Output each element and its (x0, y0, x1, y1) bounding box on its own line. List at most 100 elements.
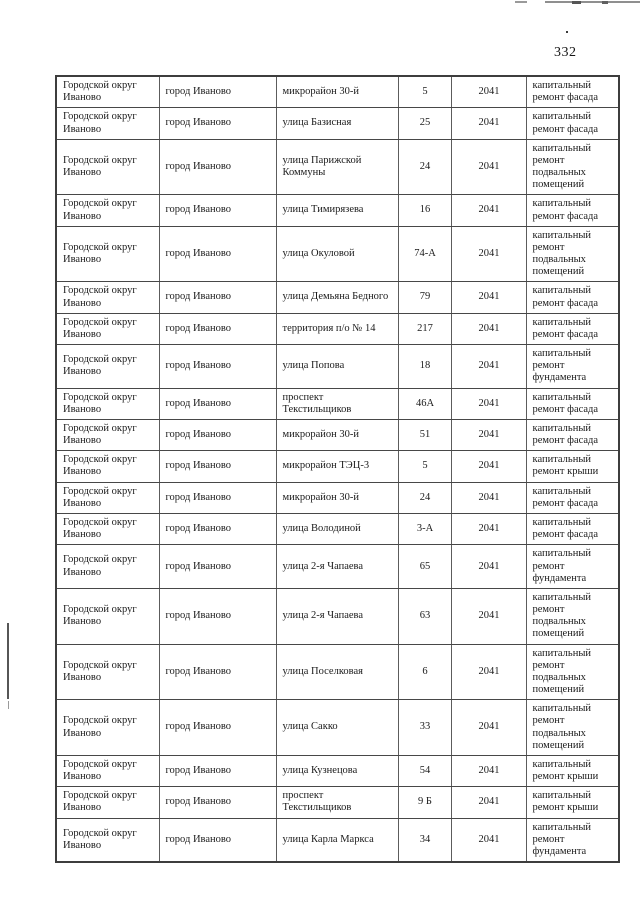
cell-work-type: капитальный ремонт фасада (525, 418, 620, 452)
cell-municipality: Городской округ Иваново (55, 387, 160, 420)
cell-year: 2041 (450, 754, 527, 788)
table-row: Городской округ Иваново город Иваново ул… (55, 107, 620, 140)
cell-settlement: город Иваново (158, 138, 277, 196)
cell-municipality: Городской округ Иваново (55, 418, 160, 452)
cell-settlement: город Иваново (158, 587, 277, 645)
cell-settlement: город Иваново (158, 450, 277, 483)
cell-year: 2041 (450, 817, 527, 863)
cell-house-number: 24 (397, 481, 452, 514)
cell-street: микрорайон 30-й (275, 481, 399, 514)
cell-work-type: капитальный ремонт фасада (525, 387, 620, 420)
table-row: Городской округ Иваново город Иваново ул… (55, 281, 620, 314)
cell-street: улица Володиной (275, 512, 399, 546)
table-body: Городской округ Иваново город Иваново ми… (55, 75, 620, 863)
cell-settlement: город Иваново (158, 225, 277, 283)
cell-work-type: капитальный ремонт фасада (525, 312, 620, 346)
cell-work-type: капитальный ремонт фасада (525, 281, 620, 314)
table-row: Городской округ Иваново город Иваново ул… (55, 225, 620, 283)
table-row: Городской округ Иваново город Иваново ми… (55, 75, 620, 109)
cell-street: микрорайон ТЭЦ-3 (275, 450, 399, 483)
cell-settlement: город Иваново (158, 75, 277, 109)
cell-settlement: город Иваново (158, 418, 277, 452)
cell-street: улица Базисная (275, 107, 399, 140)
cell-year: 2041 (450, 786, 527, 819)
cell-street: улица 2-я Чапаева (275, 544, 399, 589)
cell-settlement: город Иваново (158, 344, 277, 389)
cell-house-number: 6 (397, 643, 452, 701)
scan-artifact-top-long-line (545, 1, 640, 3)
table-row: Городской округ Иваново город Иваново ул… (55, 138, 620, 196)
cell-year: 2041 (450, 699, 527, 756)
cell-house-number: 217 (397, 312, 452, 346)
cell-house-number: 65 (397, 544, 452, 589)
cell-settlement: город Иваново (158, 754, 277, 788)
page-number: 332 (554, 45, 577, 60)
cell-municipality: Городской округ Иваново (55, 75, 160, 109)
cell-house-number: 74-А (397, 225, 452, 283)
cell-house-number: 25 (397, 107, 452, 140)
table-row: Городской округ Иваново город Иваново ул… (55, 194, 620, 227)
cell-street: проспект Текстильщиков (275, 786, 399, 819)
cell-work-type: капитальный ремонт подвальных помещений (525, 225, 620, 283)
table-row: Городской округ Иваново город Иваново ми… (55, 450, 620, 483)
cell-settlement: город Иваново (158, 786, 277, 819)
cell-house-number: 5 (397, 450, 452, 483)
cell-municipality: Городской округ Иваново (55, 225, 160, 283)
cell-house-number: 79 (397, 281, 452, 314)
cell-municipality: Городской округ Иваново (55, 481, 160, 514)
cell-municipality: Городской округ Иваново (55, 312, 160, 346)
table-row: Городской округ Иваново город Иваново ул… (55, 587, 620, 645)
cell-street: улица Тимирязева (275, 194, 399, 227)
cell-year: 2041 (450, 387, 527, 420)
cell-work-type: капитальный ремонт подвальных помещений (525, 699, 620, 756)
cell-street: улица Кузнецова (275, 754, 399, 788)
cell-municipality: Городской округ Иваново (55, 512, 160, 546)
scan-artifact-left-margin-line (7, 623, 9, 699)
cell-municipality: Городской округ Иваново (55, 344, 160, 389)
cell-municipality: Городской округ Иваново (55, 281, 160, 314)
cell-house-number: 34 (397, 817, 452, 863)
cell-settlement: город Иваново (158, 544, 277, 589)
cell-street: улица Карла Маркса (275, 817, 399, 863)
cell-year: 2041 (450, 138, 527, 196)
cell-settlement: город Иваново (158, 387, 277, 420)
table-row: Городской округ Иваново город Иваново ул… (55, 344, 620, 389)
cell-year: 2041 (450, 450, 527, 483)
cell-settlement: город Иваново (158, 699, 277, 756)
cell-municipality: Городской округ Иваново (55, 138, 160, 196)
cell-work-type: капитальный ремонт фасада (525, 194, 620, 227)
table-row: Городской округ Иваново город Иваново ул… (55, 544, 620, 589)
cell-year: 2041 (450, 225, 527, 283)
cell-street: улица Попова (275, 344, 399, 389)
cell-house-number: 51 (397, 418, 452, 452)
cell-house-number: 3-А (397, 512, 452, 546)
cell-street: проспект Текстильщиков (275, 387, 399, 420)
cell-street: улица Парижской Коммуны (275, 138, 399, 196)
cell-work-type: капитальный ремонт фасада (525, 107, 620, 140)
cell-work-type: капитальный ремонт фундамента (525, 544, 620, 589)
scan-artifact-top-dark-segment-2 (602, 1, 608, 4)
cell-work-type: капитальный ремонт фасада (525, 75, 620, 109)
cell-year: 2041 (450, 281, 527, 314)
cell-settlement: город Иваново (158, 817, 277, 863)
cell-house-number: 24 (397, 138, 452, 196)
cell-house-number: 5 (397, 75, 452, 109)
cell-settlement: город Иваново (158, 312, 277, 346)
cell-municipality: Городской округ Иваново (55, 450, 160, 483)
table-row: Городской округ Иваново город Иваново ми… (55, 418, 620, 452)
cell-year: 2041 (450, 107, 527, 140)
cell-house-number: 33 (397, 699, 452, 756)
cell-municipality: Городской округ Иваново (55, 587, 160, 645)
table-row: Городской округ Иваново город Иваново ул… (55, 512, 620, 546)
table-row: Городской округ Иваново город Иваново ул… (55, 817, 620, 863)
cell-street: улица Сакко (275, 699, 399, 756)
cell-work-type: капитальный ремонт фасада (525, 481, 620, 514)
cell-house-number: 63 (397, 587, 452, 645)
cell-settlement: город Иваново (158, 643, 277, 701)
cell-municipality: Городской округ Иваново (55, 817, 160, 863)
cell-street: улица Поселковая (275, 643, 399, 701)
cell-work-type: капитальный ремонт фасада (525, 512, 620, 546)
cell-house-number: 9 Б (397, 786, 452, 819)
cell-work-type: капитальный ремонт крыши (525, 450, 620, 483)
